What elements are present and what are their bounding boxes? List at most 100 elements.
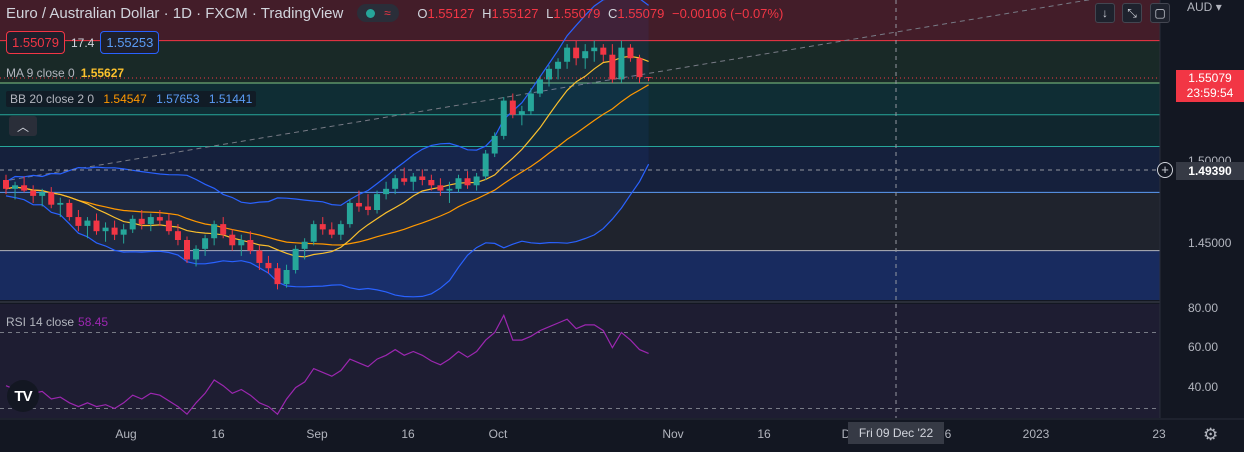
rsi-tick: 40.00 — [1188, 380, 1219, 394]
collapse-legend-button[interactable]: ︿ — [9, 116, 37, 136]
buy-button[interactable]: 1.55253 — [100, 31, 160, 54]
candle-body — [48, 192, 55, 205]
candle-body — [12, 185, 19, 189]
screenshot-button[interactable]: ▢ — [1150, 3, 1170, 23]
candle-body — [337, 224, 344, 235]
ohlc-values: O1.55127 H1.55127 L1.55079 C1.55079 −0.0… — [417, 5, 784, 21]
arrow-down-icon: ↓ — [1102, 6, 1108, 20]
candle-body — [546, 68, 552, 80]
time-tick: 16 — [211, 427, 225, 441]
candle-body — [84, 220, 91, 226]
candle-body — [500, 100, 507, 136]
rsi-legend[interactable]: RSI 14 close 58.45 — [6, 315, 108, 329]
candle-body — [57, 202, 64, 205]
bar-countdown: 23:59:54 — [1186, 86, 1234, 100]
candle-body — [165, 220, 172, 232]
sell-button[interactable]: 1.55079 — [6, 31, 65, 54]
crosshair-price-tag: 1.49390 — [1176, 162, 1244, 180]
candle-body — [256, 250, 263, 263]
candle-body — [301, 241, 308, 249]
time-tick: 6 — [944, 427, 952, 441]
candle-body — [138, 218, 145, 225]
candle-body — [220, 224, 227, 235]
candle-body — [328, 229, 335, 235]
candle-body — [274, 268, 281, 285]
candle-body — [102, 227, 109, 232]
candle-body — [111, 227, 118, 235]
candle-body — [374, 194, 381, 210]
candle-body — [202, 238, 209, 249]
candle-body — [30, 190, 37, 196]
candle-body — [437, 185, 444, 191]
candle-body — [292, 248, 299, 270]
candle-body — [3, 180, 9, 189]
data-delay-icon: ≈ — [384, 6, 391, 20]
candle-body — [582, 51, 589, 59]
candle-body — [564, 47, 571, 62]
candle-body — [229, 234, 236, 246]
candle-body — [21, 185, 28, 191]
candle-body — [446, 188, 453, 191]
fib-zone — [0, 146, 1160, 193]
time-tick: Sep — [306, 427, 328, 441]
bb-basis-line — [5, 84, 649, 246]
bb-label: BB 20 close 2 0 — [10, 92, 95, 106]
candle-body — [509, 100, 516, 115]
fullscreen-button[interactable]: ⤡ — [1122, 3, 1142, 23]
candle-body — [527, 93, 534, 112]
plus-circle-icon[interactable]: + — [1157, 162, 1173, 178]
tradingview-logo[interactable]: TV — [7, 380, 39, 412]
candle-body — [383, 188, 390, 195]
candle-body — [211, 224, 218, 239]
candle-body — [410, 176, 417, 182]
ma-line — [5, 55, 649, 258]
candle-body — [473, 176, 480, 186]
candle-body — [428, 180, 435, 186]
bb-lower-line — [5, 163, 650, 298]
candle-body — [283, 270, 290, 285]
currency-label[interactable]: AUD ▾ — [1187, 0, 1222, 14]
time-tick: 16 — [757, 427, 771, 441]
ma-legend[interactable]: MA 9 close 0 1.55627 — [6, 64, 124, 82]
symbol-title[interactable]: Euro / Australian Dollar · 1D · FXCM · T… — [6, 4, 344, 22]
time-tick: D — [841, 427, 851, 441]
candle-body — [600, 47, 607, 55]
bb-upper-line — [5, 0, 649, 206]
candle-body — [609, 54, 616, 80]
rsi-label: RSI 14 close — [6, 315, 75, 329]
candle-body — [75, 217, 82, 226]
candle-body — [419, 176, 426, 180]
candle-body — [147, 217, 154, 225]
fib-zone — [0, 250, 1160, 300]
rsi-tick: 80.00 — [1188, 301, 1219, 315]
ma-value: 1.55627 — [80, 66, 125, 80]
market-status[interactable]: ≈ — [357, 4, 400, 22]
candle-body — [573, 47, 580, 59]
price-change: −0.00106 (−0.07%) — [671, 5, 784, 21]
chevron-down-icon: ▾ — [1215, 0, 1222, 14]
scroll-down-button[interactable]: ↓ — [1095, 3, 1115, 23]
trend-line — [9, 0, 1092, 181]
rsi-pane — [0, 304, 1160, 418]
candle-body — [247, 240, 254, 251]
candle-body — [518, 111, 525, 115]
time-tick: 2023 — [1022, 427, 1050, 441]
price-tick: 1.45000 — [1188, 236, 1232, 250]
candle-body — [401, 178, 408, 182]
time-tick: Oct — [488, 427, 508, 441]
candle-body — [120, 229, 127, 235]
candle-body — [39, 192, 46, 196]
gear-icon[interactable]: ⚙ — [1203, 425, 1219, 444]
trade-panel: 1.55079 17.4 1.55253 — [6, 30, 160, 55]
rsi-line — [5, 313, 649, 416]
time-tick: 23 — [1152, 427, 1166, 441]
candle-body — [482, 153, 489, 177]
bb-legend[interactable]: BB 20 close 2 0 1.54547 1.57653 1.51441 — [6, 90, 257, 108]
last-price-tag: 1.55079 23:59:54 — [1176, 70, 1244, 102]
bb-lower-value: 1.51441 — [208, 92, 253, 106]
candle-body — [319, 224, 326, 230]
spread-value: 17.4 — [71, 35, 95, 50]
ma-label: MA 9 close 0 — [6, 66, 75, 80]
chart-header: Euro / Australian Dollar · 1D · FXCM · T… — [6, 3, 783, 23]
